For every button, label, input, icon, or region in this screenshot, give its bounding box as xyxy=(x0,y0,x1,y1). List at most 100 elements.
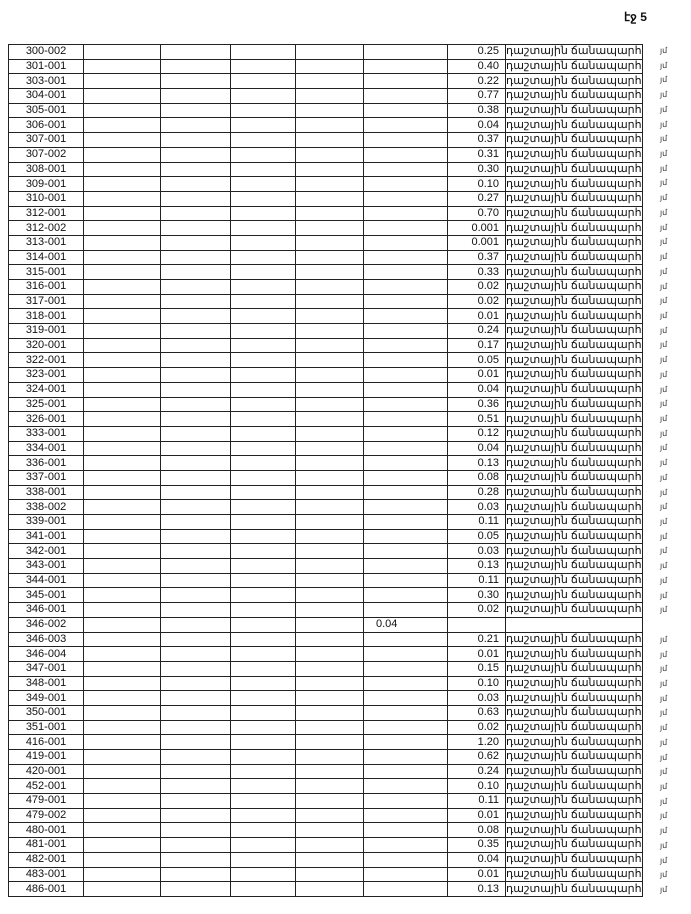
empty-cell xyxy=(160,279,231,295)
margin-mark: յմ xyxy=(660,737,668,747)
land-use-cell: դաշտային ճանապարհ xyxy=(505,469,643,486)
land-use-cell: դաշտային ճանապարհ xyxy=(505,205,643,222)
empty-cell xyxy=(295,837,364,853)
land-use-cell: դաշտային ճանապարհ xyxy=(505,264,643,280)
margin-mark: յմ xyxy=(660,222,668,232)
land-use-cell: դաշտային ճանապարհ xyxy=(505,602,643,618)
other-area-cell: 0.04 xyxy=(363,616,448,633)
table-row: 486-001 0.13 դաշտային ճանապարհ xyxy=(8,881,643,897)
empty-cell xyxy=(295,58,364,75)
empty-cell xyxy=(295,763,364,780)
empty-cell xyxy=(230,88,296,104)
other-area-cell xyxy=(363,88,448,104)
parcel-id: 317-001 xyxy=(8,293,84,310)
land-use-cell: դաշտային ճանապարհ xyxy=(505,837,643,853)
empty-cell xyxy=(295,337,364,354)
table-row: 307-001 0.37 դաշտային ճանապարհ xyxy=(8,132,643,148)
empty-cell xyxy=(160,543,231,560)
table-row: 344-001 0.11 դաշտային ճանապարհ xyxy=(8,572,643,589)
parcel-id: 419-001 xyxy=(8,749,84,765)
parcel-id: 479-002 xyxy=(8,807,84,824)
empty-cell xyxy=(160,396,231,413)
empty-cell xyxy=(230,469,296,486)
table-row: 345-001 0.30 դաշտային ճանապարհ xyxy=(8,587,643,604)
parcel-id: 310-001 xyxy=(8,190,84,207)
empty-cell xyxy=(230,528,296,545)
parcel-id: 312-002 xyxy=(8,220,84,236)
empty-cell xyxy=(295,220,364,236)
empty-cell xyxy=(160,73,231,90)
land-use-cell: դաշտային ճանապարհ xyxy=(505,411,643,427)
empty-cell xyxy=(230,793,296,809)
empty-cell xyxy=(83,528,161,545)
empty-cell xyxy=(160,558,231,574)
area-cell: 0.13 xyxy=(447,455,506,471)
empty-cell xyxy=(160,851,231,868)
empty-cell xyxy=(230,381,296,398)
margin-mark: յմ xyxy=(660,60,668,70)
land-use-cell: դաշտային ճանապարհ xyxy=(505,763,643,780)
margin-mark: յմ xyxy=(660,325,668,335)
table-row: 346-002 0.04 xyxy=(8,616,643,633)
other-area-cell xyxy=(363,352,448,369)
area-cell: 0.02 xyxy=(447,279,506,295)
margin-mark: յմ xyxy=(660,840,668,850)
area-cell: 0.01 xyxy=(447,308,506,325)
land-use-cell: դաշտային ճանապարհ xyxy=(505,719,643,736)
land-use-cell: դաշտային ճանապարհ xyxy=(505,279,643,295)
empty-cell xyxy=(160,381,231,398)
land-use-cell xyxy=(505,616,643,633)
other-area-cell xyxy=(363,881,448,897)
empty-cell xyxy=(160,881,231,897)
empty-cell xyxy=(295,425,364,442)
other-area-cell xyxy=(363,660,448,677)
empty-cell xyxy=(230,646,296,662)
empty-cell xyxy=(295,132,364,148)
empty-cell xyxy=(83,837,161,853)
parcel-id: 338-002 xyxy=(8,499,84,515)
empty-cell xyxy=(83,220,161,236)
parcel-id: 300-002 xyxy=(8,44,84,60)
empty-cell xyxy=(160,631,231,648)
empty-cell xyxy=(83,719,161,736)
margin-mark: յմ xyxy=(660,134,668,144)
empty-cell xyxy=(230,719,296,736)
empty-cell xyxy=(83,455,161,471)
land-use-cell: դաշտային ճանապարհ xyxy=(505,73,643,90)
empty-cell xyxy=(160,205,231,222)
land-use-cell: դաշտային ճանապարհ xyxy=(505,220,643,236)
area-cell: 0.21 xyxy=(447,631,506,648)
table-row: 312-001 0.70 դաշտային ճանապարհ xyxy=(8,205,643,222)
land-use-cell: դաշտային ճանապարհ xyxy=(505,249,643,266)
land-use-cell: դաշտային ճանապարհ xyxy=(505,440,643,457)
parcel-id: 301-001 xyxy=(8,58,84,75)
margin-mark: յմ xyxy=(660,502,668,512)
empty-cell xyxy=(83,734,161,750)
land-use-cell: դաշտային ճանապարհ xyxy=(505,807,643,824)
other-area-cell xyxy=(363,734,448,750)
empty-cell xyxy=(230,367,296,383)
land-use-cell: դաշտային ճանապարհ xyxy=(505,690,643,706)
parcel-id: 341-001 xyxy=(8,528,84,545)
table-row: 343-001 0.13 դաշտային ճանապարհ xyxy=(8,558,643,574)
margin-mark: յմ xyxy=(660,870,668,880)
other-area-cell xyxy=(363,558,448,574)
empty-cell xyxy=(230,440,296,457)
empty-cell xyxy=(230,425,296,442)
margin-mark: յմ xyxy=(660,310,668,320)
parcel-id: 308-001 xyxy=(8,161,84,178)
other-area-cell xyxy=(363,132,448,148)
empty-cell xyxy=(295,690,364,706)
other-area-cell xyxy=(363,220,448,236)
empty-cell xyxy=(83,58,161,75)
empty-cell xyxy=(160,572,231,589)
land-use-cell: դաշտային ճանապարհ xyxy=(505,499,643,515)
empty-cell xyxy=(295,161,364,178)
empty-cell xyxy=(295,807,364,824)
table-row: 306-001 0.04 դաշտային ճանապարհ xyxy=(8,117,643,134)
empty-cell xyxy=(160,102,231,119)
empty-cell xyxy=(230,602,296,618)
land-use-cell: դաշտային ճանապարհ xyxy=(505,337,643,354)
land-use-cell: դաշտային ճանապարհ xyxy=(505,44,643,60)
parcel-id: 346-003 xyxy=(8,631,84,648)
